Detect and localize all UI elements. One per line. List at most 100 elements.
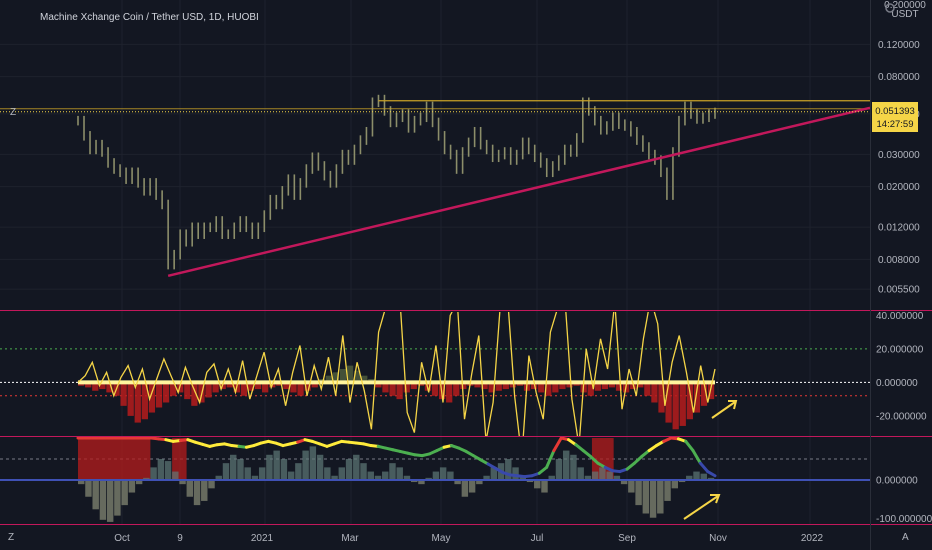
time-axis-tick-label: 2021 (251, 533, 274, 544)
wave-histogram-bar (671, 479, 679, 489)
wave-histogram-bar (599, 467, 606, 480)
wave-line-segment[interactable] (574, 443, 585, 453)
histogram-bar (304, 382, 311, 391)
histogram-bar (354, 370, 361, 383)
histogram-bar (262, 382, 269, 393)
grid-lines (0, 0, 870, 524)
time-axis[interactable]: Oct 9 2021 Mar May Jul Sep Nov 2022 (114, 533, 823, 544)
oscillator-2-axis[interactable]: 0.000000 -100.000000 (876, 475, 932, 525)
wave-histogram-bar (403, 475, 411, 480)
histogram-bar (566, 382, 573, 388)
oscillator-line[interactable] (77, 290, 716, 458)
wave-histogram-bar (396, 467, 403, 480)
wave-histogram-bar (251, 475, 259, 480)
wave-line-segment[interactable] (545, 449, 556, 469)
oscillator-1-axis[interactable]: 40.000000 20.000000 0.000000 -20.000000 (876, 311, 927, 423)
wave-line-segment[interactable] (589, 454, 600, 465)
wave-histogram-bar (157, 458, 165, 480)
wave-histogram-bar (628, 479, 635, 493)
wave-histogram-bar (208, 479, 215, 489)
wave-histogram-bar (273, 450, 280, 480)
current-price-tag-bg (872, 102, 918, 132)
histogram-bar (460, 382, 467, 390)
wave-line-segment[interactable] (581, 449, 593, 458)
oscillator-panel-1[interactable] (0, 290, 870, 458)
histogram-bar (446, 382, 453, 403)
histogram-bar (658, 382, 665, 413)
oscillator-1-tick-label: 20.000000 (876, 344, 924, 355)
wave-histogram-bar (425, 477, 432, 480)
price-axis-tick-label: 0.008000 (878, 255, 920, 266)
wave-histogram-bar (99, 479, 107, 520)
wave-histogram-bar (121, 479, 128, 506)
wave-histogram-bar (541, 479, 548, 493)
wave-histogram-bar (476, 479, 483, 485)
wave-histogram-bar (85, 479, 92, 497)
histogram-bar (481, 382, 488, 390)
wave-histogram-bar (548, 475, 555, 480)
wave-histogram-bar (577, 467, 584, 480)
timezone-icon[interactable]: Z (8, 532, 14, 543)
wave-histogram-bar (490, 467, 498, 480)
wave-line-segment[interactable] (698, 461, 710, 474)
wave-histogram-bar (468, 479, 476, 493)
oscillator-2-tick-label: -100.000000 (876, 514, 932, 525)
histogram-bar (453, 382, 460, 396)
histogram-bar (431, 382, 439, 396)
wave-histogram-bar (266, 454, 273, 480)
histogram-bar (686, 382, 693, 420)
histogram-bar (700, 382, 708, 406)
wave-histogram-bar (606, 471, 613, 480)
histogram-bar (707, 382, 715, 400)
wave-histogram-bar (505, 458, 512, 480)
price-panel[interactable] (0, 94, 871, 278)
wave-histogram-bar (461, 479, 469, 497)
histogram-bar (552, 382, 559, 393)
histogram-bar (403, 382, 410, 393)
wave-histogram-bar (143, 477, 150, 480)
auto-scale-icon[interactable]: A (902, 532, 909, 543)
current-price-tag: 0.051393 14:27:59 (872, 102, 918, 132)
wave-line-segment[interactable] (632, 454, 644, 465)
wave-histogram-bar (78, 479, 85, 485)
histogram-bar (375, 382, 382, 388)
wave-line-segment[interactable] (552, 436, 563, 453)
support-trendline[interactable] (167, 106, 871, 278)
sidebar-z-icon[interactable]: Z (10, 107, 16, 118)
wave-line-segment[interactable] (537, 465, 549, 475)
histogram-bar (311, 382, 318, 388)
histogram-bar (155, 382, 163, 408)
oscillator-panel-2[interactable] (0, 436, 870, 522)
wave-line-segment[interactable] (691, 449, 702, 465)
wave-histogram-bar (179, 479, 186, 485)
histogram-bar (92, 382, 99, 391)
wave-line-segment[interactable] (706, 470, 717, 478)
histogram-bar (134, 382, 141, 423)
histogram-bar (85, 382, 92, 388)
signal-region (172, 438, 187, 480)
oscillator-2-tick-label: 0.000000 (876, 475, 918, 486)
histogram-bar (396, 382, 403, 400)
annotation-arrow-2[interactable] (683, 494, 721, 520)
histogram-bar (608, 382, 616, 388)
price-axis-tick-label: 0.012000 (878, 223, 920, 234)
wave-histogram-bar (201, 479, 208, 501)
wave-histogram-bar (439, 467, 447, 480)
wave-histogram-bar (562, 450, 570, 480)
wave-histogram-bar (584, 475, 592, 480)
time-axis-tick-label: May (432, 533, 451, 544)
wave-line-segment[interactable] (625, 461, 636, 471)
oscillator-1-tick-label: -20.000000 (876, 411, 927, 422)
axis-tick-top-label: 0.200000 (884, 0, 926, 11)
histogram-bar (361, 375, 368, 383)
wave-line-segment[interactable] (684, 439, 695, 453)
wave-line-segment[interactable] (640, 449, 651, 458)
gear-icon[interactable] (885, 3, 895, 13)
histogram-bar (389, 382, 396, 396)
wave-histogram-bar (360, 463, 367, 480)
wave-histogram-bar (693, 471, 700, 480)
annotation-arrow-1[interactable] (711, 400, 738, 419)
time-axis-tick-label: 2022 (801, 533, 824, 544)
